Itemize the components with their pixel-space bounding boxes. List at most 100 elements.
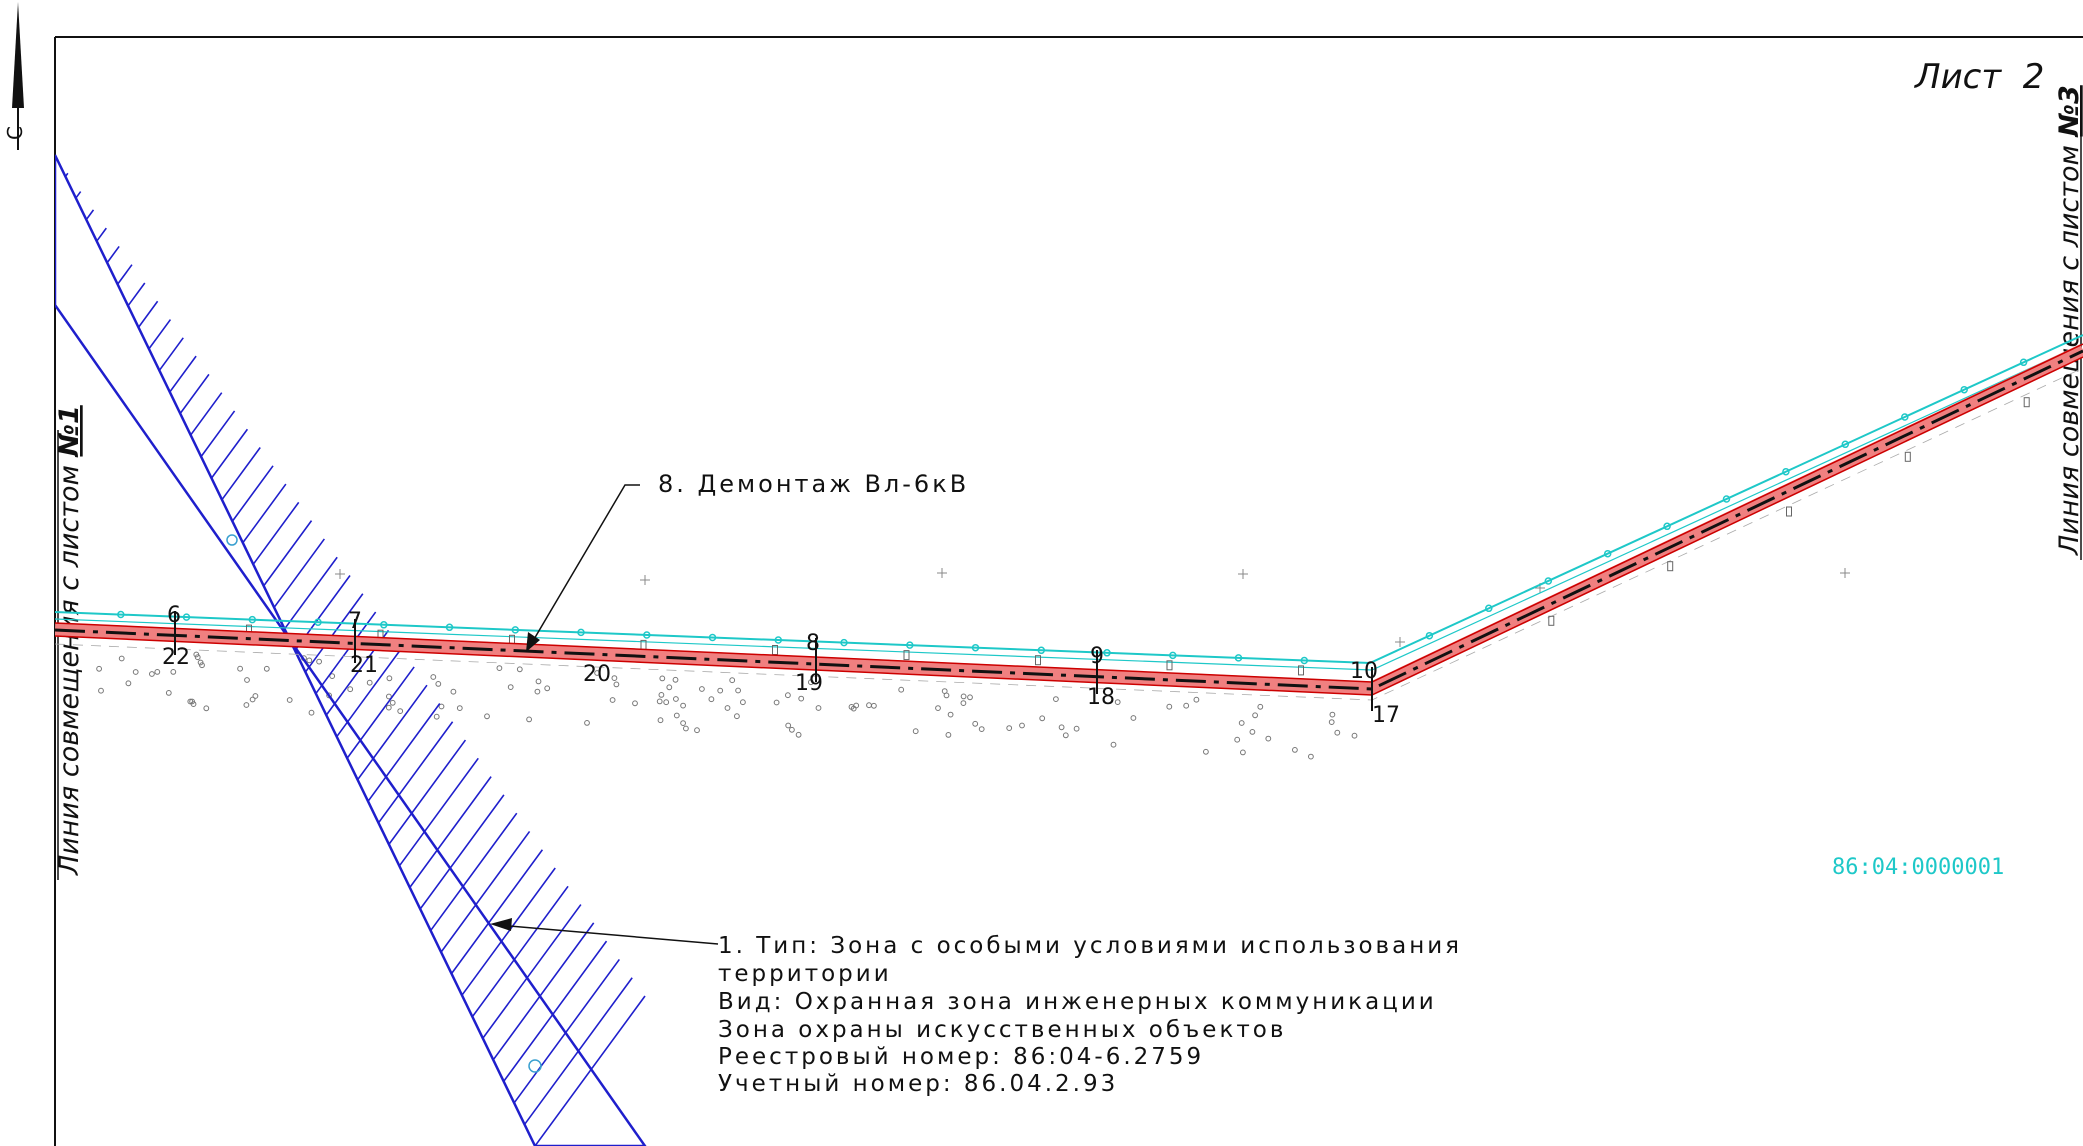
terrain-dot [1240, 749, 1246, 756]
terrain-dot [734, 713, 740, 720]
utility-support-mark [1904, 451, 1911, 462]
demolition-leader [526, 484, 640, 652]
terrain-dot [534, 688, 541, 695]
zone-hatch-line [471, 885, 569, 1018]
terrain-dot [594, 670, 600, 676]
terrain-dot [450, 688, 457, 695]
terrain-dot [187, 698, 194, 705]
terrain-dot [945, 732, 952, 738]
terrain-dot [611, 675, 618, 681]
terrain-dot [666, 684, 673, 691]
zone-hatch-line [179, 373, 210, 414]
terrain-dot [798, 695, 805, 702]
utility-pole-mark [445, 623, 454, 632]
utility-pole-mark [1782, 467, 1790, 476]
terrain-dot [694, 727, 700, 734]
terrain-dot [1058, 724, 1065, 731]
terrain-dot [263, 665, 270, 672]
terrain-dot [1183, 702, 1190, 709]
point-label: 10 [1350, 659, 1378, 684]
utility-support-mark [1786, 506, 1792, 517]
zone-hatch-line [336, 648, 402, 738]
zone-hatch-line [398, 757, 479, 867]
zone-hatch-line [75, 191, 82, 199]
point-label: 17 [1372, 703, 1400, 728]
terrain-dot [243, 702, 250, 708]
terrain-dot [430, 674, 437, 680]
zone-callout-line: 1. Тип: Зона с особыми условиями использ… [718, 933, 1462, 959]
terrain-dot [1053, 696, 1059, 702]
point-label: 9 [1090, 644, 1104, 669]
terrain-dot [1039, 715, 1046, 722]
terrain-dot [1019, 722, 1025, 729]
survey-point-ticks [174, 611, 1373, 711]
zone-hatch-line [367, 703, 441, 802]
terrain-dot [1130, 715, 1137, 721]
terrain-dot [366, 679, 373, 686]
terrain-dot [1110, 741, 1117, 748]
zone-callout-line: Зона охраны искусственных объектов [718, 1017, 1286, 1043]
terrain-dot [1308, 753, 1314, 760]
terrain-dot [347, 686, 354, 693]
terrain-dot [724, 705, 731, 711]
terrain-dot [1329, 711, 1336, 718]
utility-support-mark [1667, 561, 1674, 572]
terrain-dot [1238, 720, 1245, 726]
terrain-dot [1249, 729, 1256, 735]
utility-support-mark [1548, 615, 1555, 626]
terrain-dot [673, 712, 680, 719]
terrain-dot [98, 687, 104, 694]
utility-pole-mark [1485, 604, 1493, 613]
terrain-dot [329, 673, 336, 679]
utility-pole-mark [840, 638, 848, 647]
zone-hatch-line [221, 447, 261, 501]
point-label: 18 [1087, 685, 1115, 710]
survey-point-labels: 6 7 8 9 10 17 18 19 20 21 22 [162, 603, 1400, 728]
terrain-dot [199, 662, 205, 669]
terrain-dot [1252, 712, 1258, 719]
terrain-dot [507, 684, 514, 690]
drawing-frame [54, 36, 2083, 1146]
utility-pole-mark [1603, 549, 1612, 558]
terrain-dot [935, 705, 941, 711]
terrain-dot [978, 726, 985, 732]
zone-callout-line: Вид: Охранная зона инженерных коммуникац… [718, 989, 1437, 1015]
terrain-dot [672, 676, 679, 683]
terrain-dot [808, 679, 814, 686]
utility-pole-mark [1169, 651, 1177, 660]
point-label: 7 [348, 609, 362, 634]
terrain-dot [1257, 703, 1264, 710]
terrain-dot [785, 692, 791, 699]
terrain-dot [658, 692, 665, 698]
terrain-dot [584, 720, 590, 726]
terrain-marks [96, 568, 1850, 760]
terrain-dot [389, 699, 396, 706]
terrain-dot [967, 694, 973, 701]
terrain-dot [496, 665, 503, 671]
terrain-dot [286, 697, 293, 703]
terrain-dot [386, 675, 393, 682]
zone-hatch-line [440, 830, 531, 953]
terrain-dot [1334, 729, 1341, 736]
utility-pole-mark [1544, 577, 1553, 585]
terrain-dot [1006, 725, 1013, 731]
zone-hatch-line [106, 245, 120, 264]
terrain-dot [609, 697, 616, 703]
zone-hatch-line [534, 995, 646, 1146]
zone-hatch-line [523, 977, 633, 1125]
utility-pole-mark [1037, 646, 1046, 655]
terrain-dot [435, 681, 442, 687]
terrain-dot [1114, 699, 1121, 705]
zone-hatch-line [377, 721, 454, 824]
zone-hatch-line [64, 172, 69, 178]
terrain-dot [149, 671, 155, 677]
zone-leader [490, 918, 719, 945]
terrain-dot [118, 655, 125, 662]
zone-hatch-line [127, 282, 146, 307]
terrain-dot [729, 677, 736, 684]
terrain-dot [237, 665, 244, 672]
zone-hatch-line [210, 428, 249, 479]
terrain-dot [972, 720, 979, 727]
utility-pole-mark [117, 610, 125, 619]
utility-support-mark [1298, 665, 1304, 676]
